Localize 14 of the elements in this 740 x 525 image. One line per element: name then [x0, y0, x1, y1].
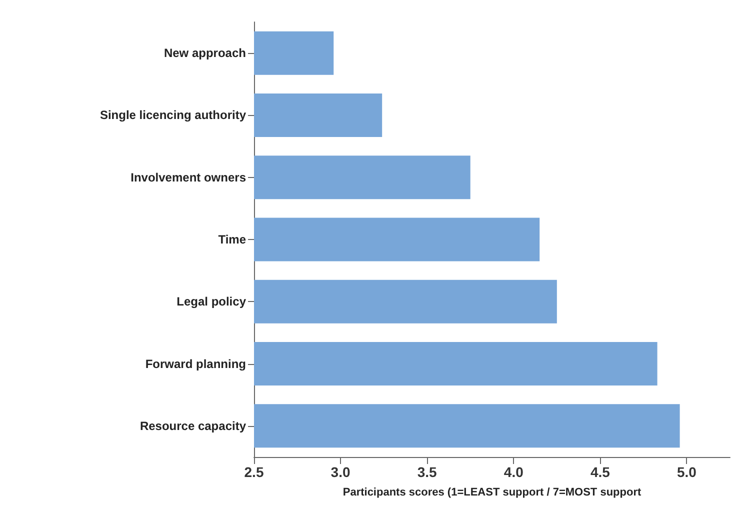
- x-tick-label: 5.0: [676, 464, 697, 480]
- x-tick-label: 4.0: [504, 464, 524, 480]
- y-tick-label: New approach: [164, 46, 246, 60]
- x-tick-label: 2.5: [244, 464, 264, 480]
- y-tick-label: Forward planning: [145, 356, 246, 371]
- x-tick-label: 3.5: [417, 464, 438, 480]
- x-axis-title: Participants scores (1=LEAST support / 7=MOST support: [342, 486, 642, 498]
- y-tick-label: Legal policy: [176, 294, 246, 309]
- x-tick-label: 4.5: [590, 464, 610, 480]
- y-tick-label: Involvement owners: [130, 170, 246, 184]
- y-tick-label: Resource capacity: [140, 418, 246, 433]
- y-tick-label: Time: [218, 232, 246, 246]
- x-tick-label: 3.0: [330, 464, 350, 480]
- y-tick-label: Single licencing authority: [100, 108, 246, 122]
